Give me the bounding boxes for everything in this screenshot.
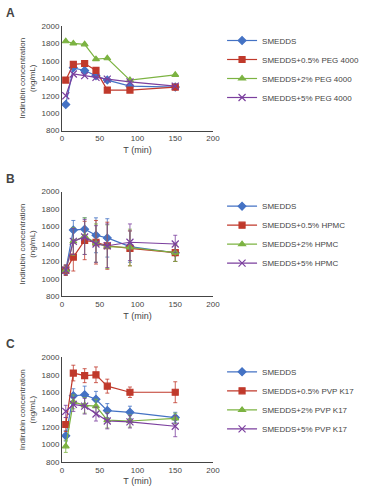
svg-text:1800: 1800 <box>42 371 60 380</box>
svg-text:SMEDDS+5% HPMC: SMEDDS+5% HPMC <box>262 259 338 268</box>
svg-text:SMEDDS+2% PEG 4000: SMEDDS+2% PEG 4000 <box>262 75 352 84</box>
svg-text:2000: 2000 <box>42 22 60 31</box>
svg-text:1800: 1800 <box>42 205 60 214</box>
svg-text:150: 150 <box>169 134 183 143</box>
svg-text:C: C <box>6 337 15 351</box>
svg-text:200: 200 <box>206 466 220 475</box>
svg-text:1200: 1200 <box>42 423 60 432</box>
svg-text:Indirubin concentration(ng/mL): Indirubin concentration(ng/mL) <box>18 38 37 119</box>
svg-text:SMEDDS+0.5% PVP K17: SMEDDS+0.5% PVP K17 <box>262 387 354 396</box>
svg-text:100: 100 <box>131 300 145 309</box>
svg-text:0: 0 <box>60 466 65 475</box>
svg-text:T (min): T (min) <box>123 145 151 155</box>
svg-text:0: 0 <box>60 134 65 143</box>
svg-text:SMEDDS+2% HPMC: SMEDDS+2% HPMC <box>262 240 338 249</box>
svg-text:100: 100 <box>131 134 145 143</box>
svg-text:1600: 1600 <box>42 388 60 397</box>
svg-text:150: 150 <box>169 466 183 475</box>
svg-text:200: 200 <box>206 134 220 143</box>
svg-text:SMEDDS+5% PVP K17: SMEDDS+5% PVP K17 <box>262 425 348 434</box>
svg-text:1200: 1200 <box>42 92 60 101</box>
svg-text:Indirubin concentration(ng/mL): Indirubin concentration(ng/mL) <box>18 204 37 285</box>
svg-text:B: B <box>6 172 15 186</box>
svg-text:SMEDDS: SMEDDS <box>262 202 296 211</box>
svg-text:1600: 1600 <box>42 57 60 66</box>
svg-text:T (min): T (min) <box>123 311 151 321</box>
svg-text:Indirubin concentration(ng/mL): Indirubin concentration(ng/mL) <box>18 369 37 450</box>
svg-text:50: 50 <box>95 134 104 143</box>
svg-text:SMEDDS+2% PVP K17: SMEDDS+2% PVP K17 <box>262 406 348 415</box>
svg-text:2000: 2000 <box>42 353 60 362</box>
svg-text:100: 100 <box>131 466 145 475</box>
svg-text:0: 0 <box>60 300 65 309</box>
svg-text:1400: 1400 <box>42 74 60 83</box>
svg-text:1000: 1000 <box>42 109 60 118</box>
svg-text:1000: 1000 <box>42 275 60 284</box>
svg-text:150: 150 <box>169 300 183 309</box>
svg-text:1200: 1200 <box>42 257 60 266</box>
svg-text:800: 800 <box>46 292 60 301</box>
svg-text:1400: 1400 <box>42 405 60 414</box>
svg-text:SMEDDS+0.5% HPMC: SMEDDS+0.5% HPMC <box>262 221 345 230</box>
svg-text:1400: 1400 <box>42 240 60 249</box>
svg-text:50: 50 <box>95 300 104 309</box>
svg-text:SMEDDS: SMEDDS <box>262 37 296 46</box>
svg-text:1600: 1600 <box>42 222 60 231</box>
svg-text:SMEDDS+5% PEG 4000: SMEDDS+5% PEG 4000 <box>262 94 352 103</box>
svg-text:SMEDDS+0.5% PEG 4000: SMEDDS+0.5% PEG 4000 <box>262 56 359 65</box>
svg-text:SMEDDS: SMEDDS <box>262 368 296 377</box>
svg-text:1800: 1800 <box>42 39 60 48</box>
svg-text:2000: 2000 <box>42 187 60 196</box>
svg-text:T (min): T (min) <box>123 476 151 486</box>
svg-text:200: 200 <box>206 300 220 309</box>
svg-text:800: 800 <box>46 458 60 467</box>
svg-text:800: 800 <box>46 126 60 135</box>
svg-text:50: 50 <box>95 466 104 475</box>
svg-text:1000: 1000 <box>42 440 60 449</box>
svg-text:A: A <box>6 6 15 20</box>
